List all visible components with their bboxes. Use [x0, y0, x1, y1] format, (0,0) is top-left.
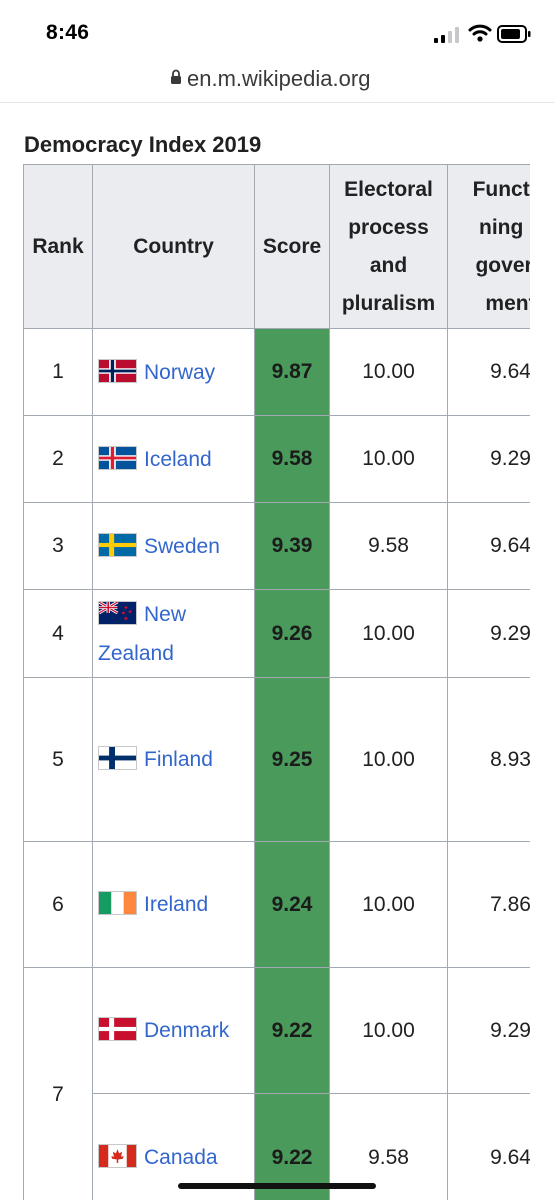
country-link[interactable]: Iceland — [144, 447, 212, 471]
country-link[interactable]: Norway — [144, 360, 216, 384]
header-electoral-line: Electoral — [344, 177, 433, 201]
country-link[interactable]: New Zealand — [98, 602, 187, 665]
electoral-cell: 9.58 — [329, 502, 448, 590]
flag-sweden-icon — [98, 532, 137, 557]
rank-cell: 5 — [23, 677, 93, 842]
table-row: 1 Norway 9.87 10.00 9.64 — [23, 328, 530, 416]
functioning-cell: 9.64 — [447, 502, 530, 590]
flag-norway-icon — [98, 358, 137, 383]
electoral-cell: 10.00 — [329, 328, 448, 416]
country-cell: New Zealand — [92, 589, 255, 678]
lock-icon — [171, 69, 181, 84]
wifi-icon — [468, 24, 492, 42]
table-row: 2 Iceland 9.58 10.00 9.29 — [23, 415, 530, 503]
functioning-cell: 9.64 — [447, 328, 530, 416]
rank-cell: 3 — [23, 502, 93, 590]
rank-cell: 4 — [23, 589, 93, 678]
table-row: 6 Ireland 9.24 10.00 7.86 — [23, 841, 530, 968]
functioning-cell: 7.86 — [447, 841, 530, 968]
flag-canada-icon — [98, 1144, 137, 1168]
header-functioning-line: govern — [475, 253, 530, 277]
header-functioning-line: ning o — [479, 215, 530, 239]
flag-new-zealand-icon — [98, 600, 137, 625]
header-electoral-line: process — [348, 215, 429, 239]
table-row: 5 Finland 9.25 10.00 8.93 — [23, 677, 530, 842]
address-bar[interactable]: en.m.wikipedia.org — [0, 60, 554, 103]
country-cell: Iceland — [92, 415, 255, 503]
header-electoral-process[interactable]: Electoral process and pluralism — [329, 164, 448, 329]
header-electoral-line: and — [369, 253, 408, 277]
status-bar: 8:46 — [0, 0, 554, 62]
country-link[interactable]: Denmark — [144, 1019, 230, 1042]
electoral-cell: 9.58 — [329, 1093, 448, 1200]
header-functioning-line: ment — [485, 291, 530, 315]
flag-finland-icon — [98, 746, 137, 770]
functioning-cell: 9.29 — [447, 415, 530, 503]
country-link[interactable]: Ireland — [144, 893, 209, 916]
score-cell: 9.39 — [254, 502, 330, 590]
electoral-cell: 10.00 — [329, 415, 448, 503]
functioning-cell: 9.64 — [447, 1093, 530, 1200]
header-functioning-line: Functio — [472, 177, 530, 201]
rank-cell: 6 — [23, 841, 93, 968]
score-cell: 9.58 — [254, 415, 330, 503]
country-link[interactable]: Finland — [144, 748, 213, 771]
functioning-cell: 9.29 — [447, 589, 530, 678]
country-cell: Ireland — [92, 841, 255, 968]
table-row: 3 Sweden 9.39 9.58 9.64 — [23, 502, 530, 590]
country-link[interactable]: Sweden — [144, 534, 220, 558]
country-cell: Norway — [92, 328, 255, 416]
electoral-cell: 10.00 — [329, 589, 448, 678]
democracy-index-table[interactable]: Rank Country Score Electoral process and… — [23, 164, 530, 1200]
header-rank[interactable]: Rank — [23, 164, 93, 329]
table-header-row: Rank Country Score Electoral process and… — [23, 164, 530, 329]
country-link[interactable]: Canada — [144, 1146, 218, 1169]
functioning-cell: 9.29 — [447, 967, 530, 1094]
table-caption: Democracy Index 2019 — [24, 132, 262, 157]
score-cell: 9.25 — [254, 677, 330, 842]
home-indicator[interactable] — [178, 1183, 376, 1189]
url-text[interactable]: en.m.wikipedia.org — [187, 66, 371, 91]
electoral-cell: 10.00 — [329, 677, 448, 842]
flag-iceland-icon — [98, 445, 137, 470]
country-cell: Finland — [92, 677, 255, 842]
country-cell: Sweden — [92, 502, 255, 590]
score-cell: 9.26 — [254, 589, 330, 678]
header-functioning-government[interactable]: Functio ning o govern ment — [447, 164, 530, 329]
header-electoral-line: pluralism — [341, 291, 436, 315]
electoral-cell: 10.00 — [329, 967, 448, 1094]
table-row: 7 Denmark 9.22 10.00 9.29 — [23, 967, 530, 1200]
flag-ireland-icon — [98, 891, 137, 915]
status-time: 8:46 — [46, 21, 90, 44]
rank-cell: 7 — [23, 967, 93, 1200]
header-country[interactable]: Country — [92, 164, 255, 329]
country-cell: Canada — [92, 1093, 255, 1200]
rank-cell: 2 — [23, 415, 93, 503]
table-row: 4 New Zealand 9.26 10.00 9.29 — [23, 589, 530, 678]
header-score[interactable]: Score — [254, 164, 330, 329]
rank-cell: 1 — [23, 328, 93, 416]
data-table: Rank Country Score Electoral process and… — [23, 164, 530, 1200]
electoral-cell: 10.00 — [329, 841, 448, 968]
score-cell: 9.87 — [254, 328, 330, 416]
table-row: Canada 9.22 9.58 9.64 — [24, 1093, 530, 1200]
cellular-signal-icon — [434, 27, 459, 43]
score-cell: 9.22 — [254, 1093, 330, 1200]
score-cell: 9.24 — [254, 841, 330, 968]
country-cell: Denmark — [92, 967, 255, 1094]
flag-denmark-icon — [98, 1017, 137, 1041]
battery-icon — [497, 25, 531, 43]
functioning-cell: 8.93 — [447, 677, 530, 842]
score-cell: 9.22 — [254, 967, 330, 1094]
